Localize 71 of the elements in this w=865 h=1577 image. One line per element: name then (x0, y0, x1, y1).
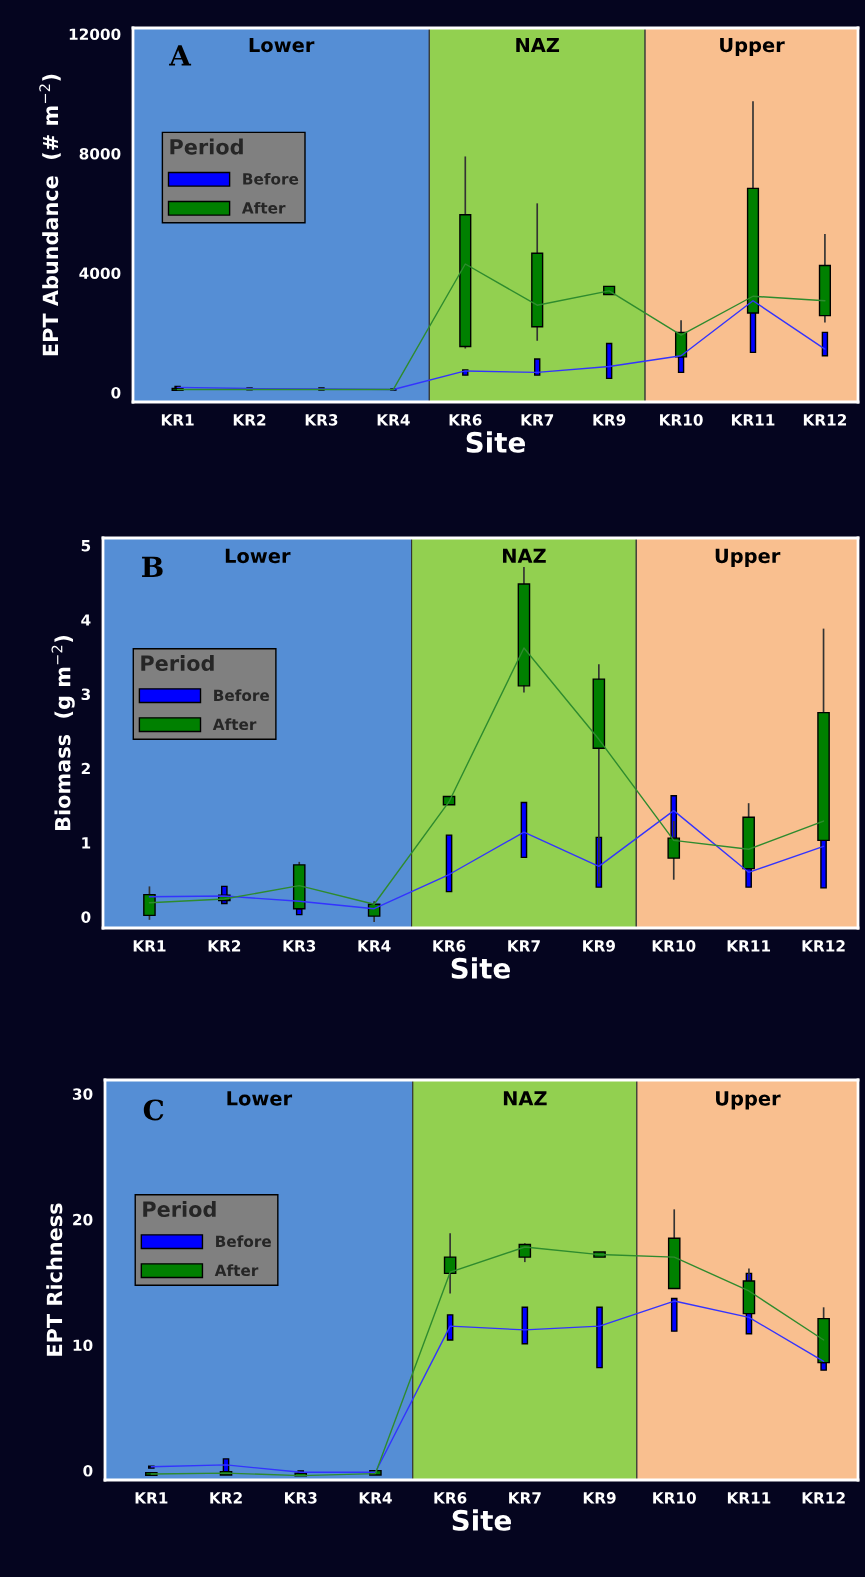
annotation: B (142, 556, 163, 577)
band-label: NAZ (503, 548, 546, 563)
band-label: Lower (249, 37, 315, 53)
x-tick-label: KR2 (208, 940, 241, 952)
x-axis-title: Site (452, 1509, 511, 1531)
x-tick-label: KR10 (652, 940, 696, 952)
legend-title: Period (141, 654, 214, 672)
x-axis-title: Site (451, 957, 510, 979)
x-tick-label: KR9 (583, 940, 615, 952)
y-axis-title: EPT Abundance (# m$^{−2}$) (39, 74, 61, 356)
legend-label: Before (243, 172, 299, 185)
y-tick-label: 12000 (69, 28, 121, 40)
y-axis-title: EPT Richness (46, 1203, 63, 1356)
y-tick-label: 30 (72, 1088, 93, 1100)
x-tick-label: KR12 (802, 940, 845, 952)
band-label: Lower (227, 1091, 293, 1106)
y-tick-label: 8000 (79, 147, 121, 160)
x-tick-label: KR9 (583, 1492, 616, 1504)
x-tick-label: KR1 (133, 940, 166, 952)
band-label: Upper (715, 548, 781, 567)
x-tick-label: KR11 (731, 414, 775, 426)
legend-label: After (214, 1264, 259, 1277)
legend-label: Before (216, 1235, 271, 1248)
band-label: NAZ (503, 1091, 547, 1106)
band-label: NAZ (516, 37, 560, 53)
x-tick-label: KR4 (358, 940, 391, 952)
x-tick-label: KR10 (653, 1492, 696, 1504)
annotation: C (143, 1099, 164, 1121)
y-tick-label: 4000 (79, 267, 121, 279)
x-tick-label: KR7 (521, 414, 554, 426)
x-tick-label: KR4 (377, 414, 410, 426)
x-tick-label: KR7 (508, 940, 540, 952)
y-tick-label: 3 (81, 688, 90, 701)
x-tick-label: KR7 (509, 1492, 541, 1504)
band-label: Upper (720, 37, 785, 57)
x-tick-label: KR3 (305, 414, 338, 426)
x-tick-label: KR12 (802, 1492, 845, 1504)
x-tick-label: KR6 (433, 940, 466, 952)
x-tick-label: KR3 (283, 940, 316, 952)
y-tick-label: 0 (111, 386, 121, 399)
annotation: A (169, 45, 192, 66)
band-label: Upper (716, 1091, 781, 1110)
x-tick-label: KR6 (434, 1492, 467, 1504)
x-tick-label: KR3 (285, 1492, 317, 1504)
x-tick-label: KR6 (449, 414, 482, 426)
x-tick-label: KR11 (727, 940, 771, 952)
y-tick-label: 10 (73, 1339, 93, 1352)
x-axis-title: Site (466, 431, 525, 453)
y-tick-label: 0 (83, 1465, 93, 1477)
x-tick-label: KR9 (593, 414, 626, 426)
legend-title: Period (143, 1200, 216, 1218)
x-tick-label: KR1 (161, 414, 194, 426)
legend-label: After (241, 201, 286, 214)
y-tick-label: 1 (82, 837, 91, 849)
legend-label: After (212, 718, 257, 731)
y-tick-label: 2 (81, 762, 90, 775)
x-tick-label: KR10 (660, 414, 703, 426)
x-tick-label: KR12 (803, 414, 847, 426)
y-tick-label: 4 (81, 614, 91, 626)
x-tick-label: KR4 (359, 1492, 392, 1504)
legend-label: Before (214, 689, 270, 702)
x-tick-label: KR1 (135, 1492, 168, 1504)
band-label: Lower (225, 548, 291, 564)
x-tick-label: KR2 (210, 1492, 242, 1504)
y-tick-label: 0 (81, 911, 91, 923)
legend-title: Period (170, 138, 243, 155)
x-tick-label: KR2 (233, 414, 266, 426)
x-tick-label: KR11 (727, 1492, 771, 1504)
y-tick-label: 20 (73, 1213, 93, 1226)
y-axis-title: Biomass (g m$^{−2}$) (51, 636, 75, 830)
y-tick-label: 5 (81, 540, 91, 552)
